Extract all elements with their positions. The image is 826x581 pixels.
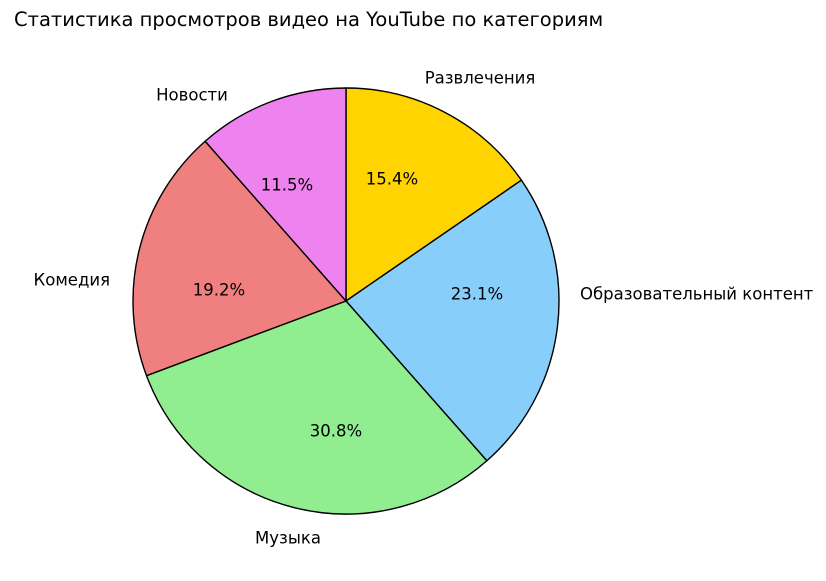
pie-slice xyxy=(345,179,560,462)
pie-slice-percent-label: 23.1% xyxy=(451,285,503,304)
pie-category-labels-group: Развлечения Образовательный контент Музыка… xyxy=(34,69,814,548)
pie-slice-percent-label: 30.8% xyxy=(310,422,362,441)
pie-percent-labels-group: 15.4% 23.1% 30.8% 19.2% 11.5% xyxy=(193,170,503,441)
pie-slice-category-label: Музыка xyxy=(255,529,321,548)
pie-slice-category-label: Образовательный контент xyxy=(580,285,814,304)
pie-slice xyxy=(132,140,347,377)
pie-slice-percent-label: 19.2% xyxy=(193,281,245,300)
pie-slice xyxy=(145,300,488,515)
pie-slice-category-label: Развлечения xyxy=(425,69,536,88)
pie-slice-category-label: Комедия xyxy=(34,271,110,290)
pie-slice xyxy=(345,87,523,302)
pie-slice-percent-label: 15.4% xyxy=(366,170,418,189)
pie-slice-percent-label: 11.5% xyxy=(261,176,313,195)
pie-slice xyxy=(204,87,347,302)
pie-slice-category-label: Новости xyxy=(156,86,228,105)
pie-slices-group xyxy=(132,87,560,515)
chart-title: Статистика просмотров видео на YouTube п… xyxy=(14,8,604,31)
